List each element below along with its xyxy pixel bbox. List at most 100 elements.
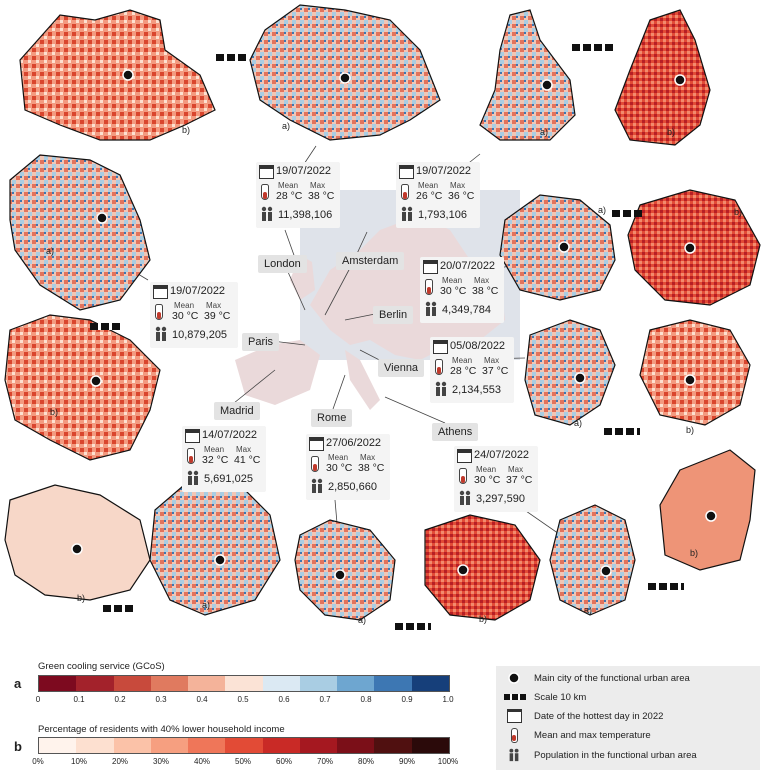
scale-bar	[648, 583, 684, 590]
legend-key-temp: Mean and max temperature	[506, 728, 651, 743]
scale-bar	[612, 210, 642, 217]
calendar-icon	[433, 340, 448, 354]
city-tag-london: London	[258, 255, 307, 273]
colorbar-swatch	[374, 738, 412, 753]
panel-label: b)	[734, 207, 743, 217]
hottest-date: 27/06/2022	[326, 437, 382, 449]
colorbar-tick-label: 0.9	[401, 695, 413, 704]
colorbar-gcos	[38, 675, 450, 692]
max-temp: 36 °C	[448, 190, 475, 202]
colorbar-swatch	[225, 738, 263, 753]
colorbar-tick-label: 60%	[275, 757, 293, 766]
population: 1,793,106	[418, 209, 467, 221]
mean-label: Mean	[452, 356, 473, 365]
hottest-date: 19/07/2022	[416, 165, 472, 177]
mean-temp: 30 °C	[440, 285, 467, 297]
population: 5,691,025	[204, 473, 253, 485]
colorbar-swatch	[374, 676, 412, 691]
hottest-date: 05/08/2022	[450, 340, 506, 352]
calendar-icon	[399, 165, 414, 179]
calendar-icon	[309, 437, 324, 451]
mean-temp: 26 °C	[416, 190, 443, 202]
city-tag-madrid: Madrid	[214, 402, 260, 420]
thermometer-icon	[425, 279, 433, 295]
legend-key-label: Date of the hottest day in 2022	[534, 710, 664, 722]
fua-london-b	[19, 9, 216, 141]
thermometer-icon	[187, 448, 195, 464]
max-label: Max	[236, 445, 252, 454]
panel-label: b)	[686, 425, 695, 435]
legend-key-label: Mean and max temperature	[534, 729, 651, 741]
people-icon	[155, 326, 167, 341]
panel-label: b)	[479, 614, 488, 624]
population: 10,879,205	[172, 329, 228, 341]
colorbar-swatch	[113, 676, 151, 691]
population: 2,134,553	[452, 384, 501, 396]
max-label: Max	[360, 453, 376, 462]
people-icon	[261, 206, 273, 221]
thermometer-icon	[155, 304, 163, 320]
colorbar-tick-label: 90%	[398, 757, 416, 766]
calendar-icon	[457, 449, 472, 463]
max-temp: 38 °C	[308, 190, 335, 202]
fua-amsterdam-a	[479, 9, 576, 141]
colorbar-swatch	[113, 738, 151, 753]
mean-temp: 28 °C	[450, 365, 477, 377]
colorbar-tick-label: 0.6	[278, 695, 290, 704]
thermometer-icon	[506, 728, 522, 743]
population: 3,297,590	[476, 493, 525, 505]
colorbar-tick-label: 30%	[152, 757, 170, 766]
colorbar-swatch	[150, 738, 189, 753]
hottest-date: 20/07/2022	[440, 260, 496, 272]
scale-bar	[103, 605, 133, 612]
info-box-amsterdam: 19/07/2022 Mean Max 26 °C 36 °C 1,793,10…	[396, 162, 480, 228]
people-icon	[311, 478, 323, 493]
colorbar-swatch	[150, 676, 189, 691]
scale-bar	[572, 44, 616, 51]
max-temp: 37 °C	[482, 365, 509, 377]
colorbar-swatch	[76, 738, 114, 753]
colorbar-tick-label: 1.0	[442, 695, 454, 704]
panel-label: a)	[584, 605, 593, 615]
scale-bar	[604, 428, 640, 435]
population: 4,349,784	[442, 304, 491, 316]
max-label: Max	[484, 356, 500, 365]
panel-label: a)	[202, 600, 211, 610]
max-label: Max	[310, 181, 326, 190]
legend-key-population: Population in the functional urban area	[506, 748, 697, 762]
hottest-date: 24/07/2022	[474, 449, 530, 461]
hottest-date: 14/07/2022	[202, 429, 258, 441]
colorbar-tick-label: 80%	[357, 757, 375, 766]
people-icon	[435, 381, 447, 396]
colorbar-tick-label: 0.3	[155, 695, 167, 704]
colorbar-swatch	[411, 738, 449, 753]
city-tag-rome: Rome	[311, 409, 353, 427]
fua-paris-b	[4, 314, 161, 461]
legend-key-date: Date of the hottest day in 2022	[506, 709, 663, 723]
population: 11,398,106	[278, 209, 333, 221]
colorbar-swatch	[188, 738, 226, 753]
mean-temp: 30 °C	[326, 462, 353, 474]
panel-label: b)	[667, 127, 676, 137]
colorbar-swatch	[225, 676, 263, 691]
people-icon	[506, 748, 522, 762]
max-label: Max	[450, 181, 466, 190]
legend-key-scale: Scale 10 km	[504, 690, 586, 704]
calendar-icon	[259, 165, 274, 179]
colorbar-tick-label: 0.4	[196, 695, 208, 704]
panel-label: b)	[182, 125, 191, 135]
colorbar-swatch	[299, 676, 338, 691]
info-box-paris: 19/07/2022 Mean Max 30 °C 39 °C 10,879,2…	[150, 282, 238, 348]
mean-label: Mean	[174, 301, 195, 310]
mean-temp: 28 °C	[276, 190, 303, 202]
people-icon	[425, 301, 437, 316]
people-icon	[187, 470, 199, 485]
hottest-date: 19/07/2022	[276, 165, 332, 177]
fua-berlin-a	[499, 194, 616, 301]
colorbar-tick-label: 0%	[32, 757, 44, 766]
calendar-icon	[153, 285, 168, 299]
panel-label: b)	[77, 593, 86, 603]
mean-temp: 30 °C	[172, 310, 199, 322]
mean-label: Mean	[328, 453, 349, 462]
colorbar-tick-label: 0.5	[237, 695, 249, 704]
